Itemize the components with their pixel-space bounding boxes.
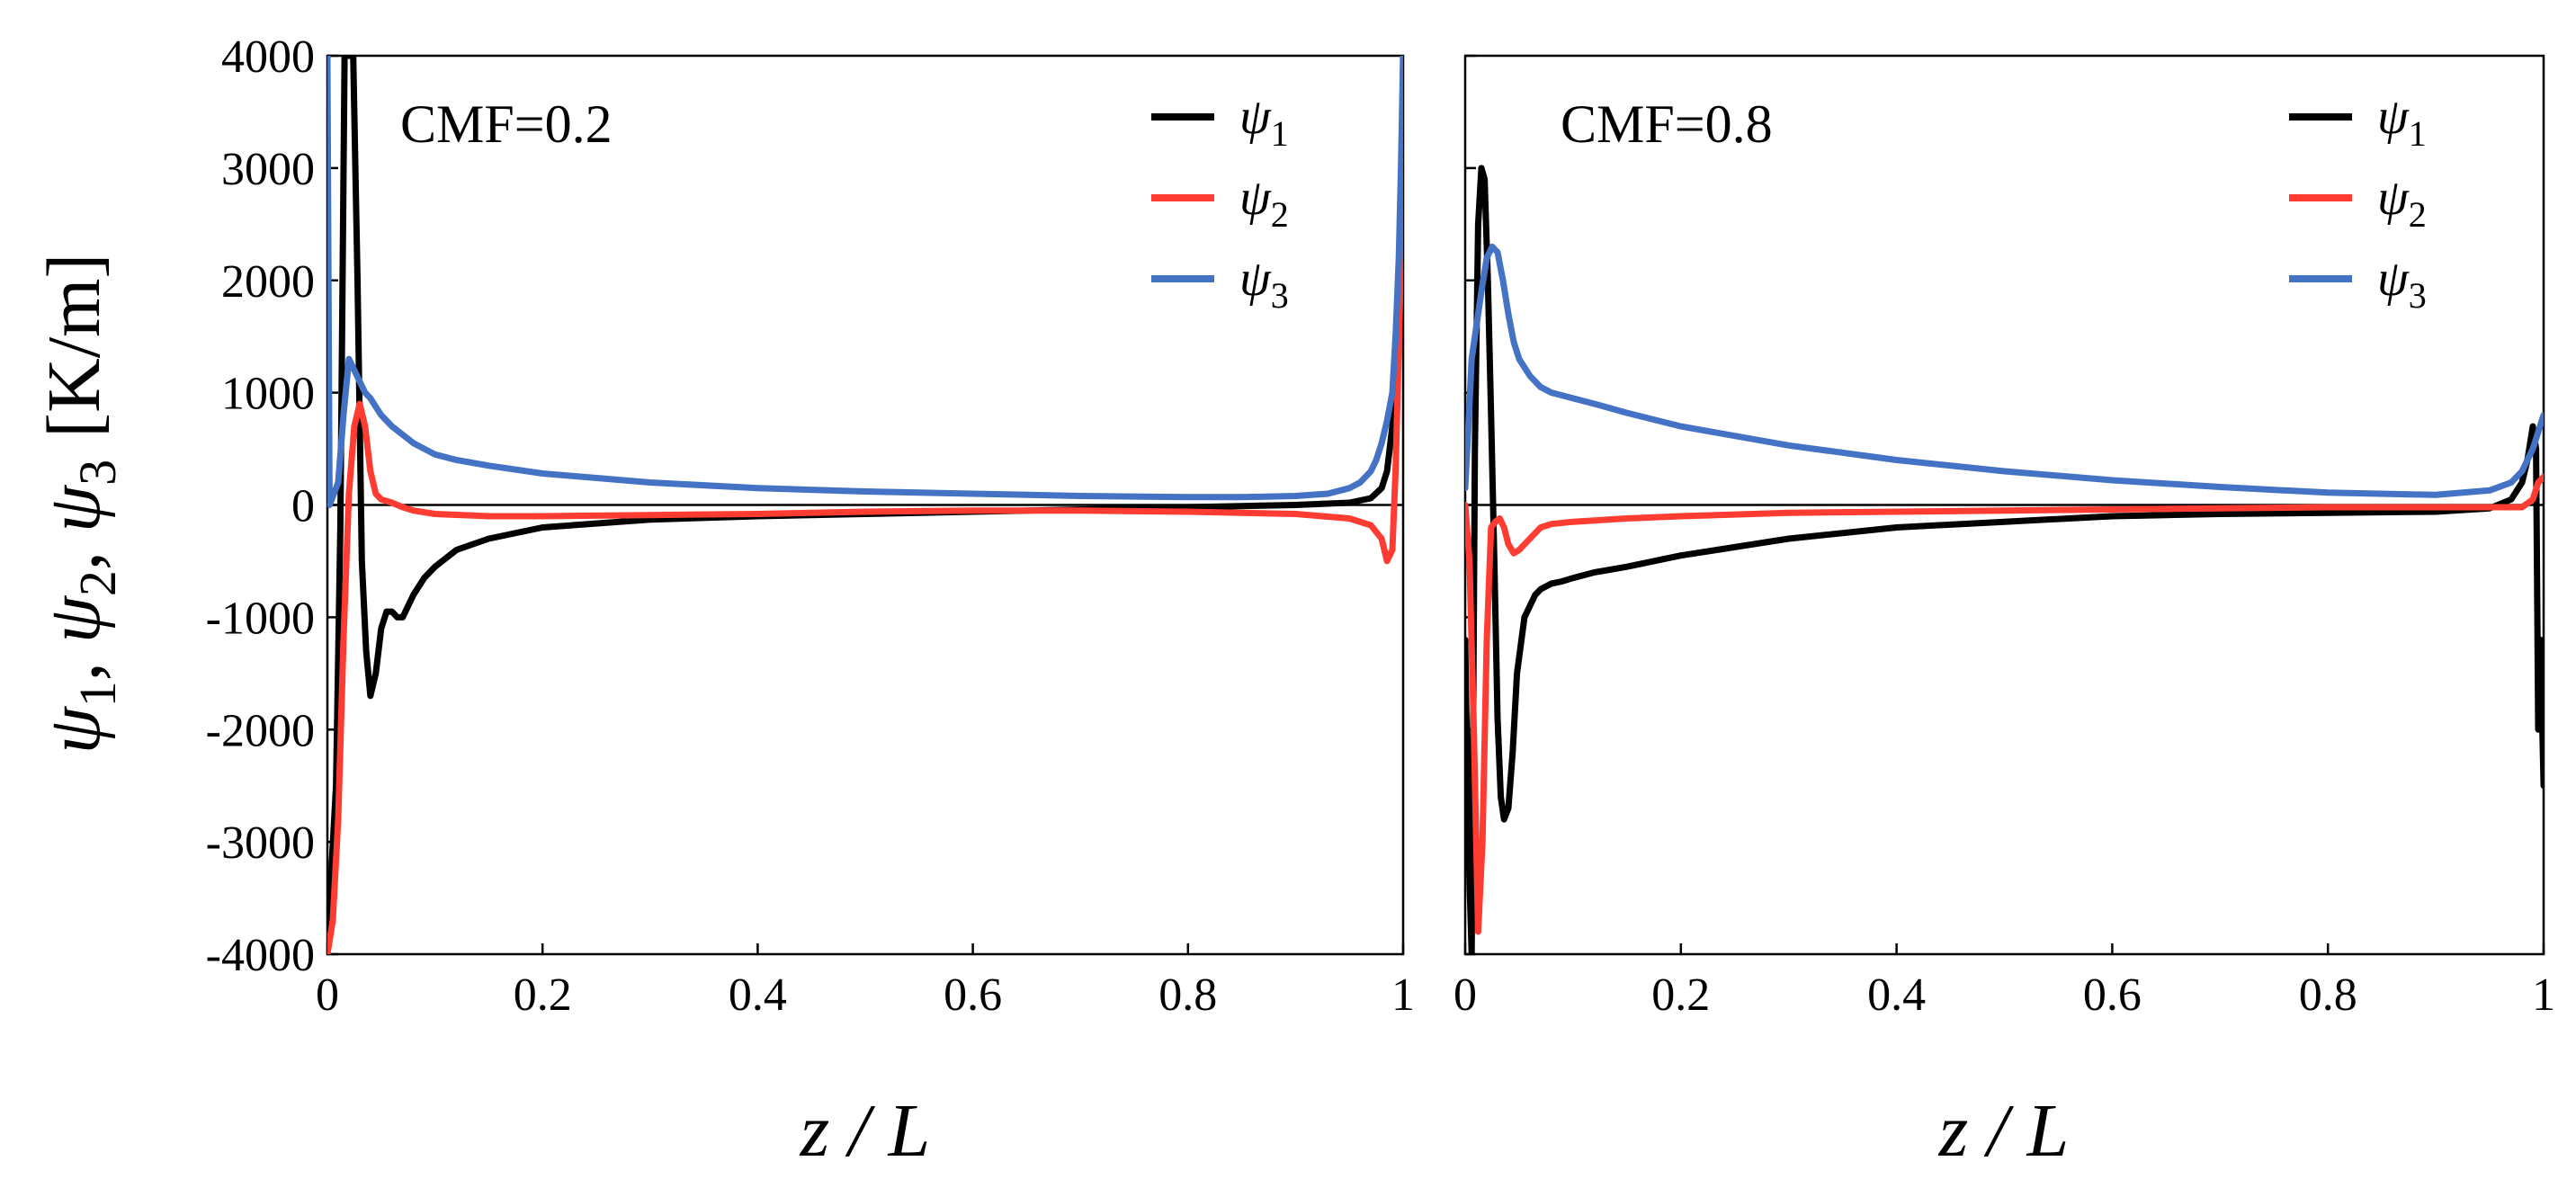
legend: ψ1 ψ2 ψ3: [2289, 89, 2427, 316]
series-line-ψ2: [1465, 473, 2544, 935]
series-line-ψ2: [327, 56, 1403, 954]
legend-label: ψ2: [1239, 170, 1289, 235]
legend-label: ψ3: [2377, 251, 2427, 316]
legend: ψ1 ψ2 ψ3: [1151, 89, 1289, 316]
series-line-ψ3: [327, 56, 1403, 508]
chart-panel-cmf-0.8: 0 0.2 0.4 0.6 0.8 1 z / L CMF=0.8 ψ1 ψ2 ψ3: [1453, 54, 2555, 1173]
legend-label: ψ3: [1239, 251, 1289, 316]
y-tick-label: 3000: [221, 144, 315, 195]
y-axis-title: ψ1, ψ2, ψ3[K/m]: [32, 254, 127, 755]
y-tick-label: -3000: [206, 817, 315, 869]
x-tick-label: 0.6: [944, 969, 1002, 1021]
x-axis-title: z / L: [800, 1089, 931, 1173]
x-tick-label: 0.4: [1867, 969, 1926, 1021]
panel-annotation: CMF=0.8: [1561, 94, 1773, 154]
y-tick-label: 1000: [221, 369, 315, 420]
y-tick-label: -1000: [206, 593, 315, 644]
series-line-ψ3: [1465, 243, 2544, 498]
x-tick-label: 0.8: [1158, 969, 1217, 1021]
x-tick-label: 0.8: [2299, 969, 2357, 1021]
y-tick-label: -4000: [206, 930, 315, 981]
legend-label: ψ2: [2377, 170, 2427, 235]
x-axis-title: z / L: [1938, 1089, 2070, 1173]
series-group: [327, 56, 1403, 954]
legend-label: ψ1: [2377, 89, 2427, 154]
panel-annotation: CMF=0.2: [400, 94, 613, 154]
y-tick-label: 0: [291, 481, 315, 532]
x-tick-label: 0.2: [514, 969, 572, 1021]
y-tick-label: -2000: [206, 705, 315, 756]
x-tick-label: 0.6: [2083, 969, 2142, 1021]
x-tick-label: 0.4: [729, 969, 787, 1021]
legend-label: ψ1: [1239, 89, 1289, 154]
series-group: [1465, 165, 2544, 954]
x-tick-label: 1: [2532, 969, 2555, 1021]
chart-panel-cmf-0.2: -4000 -3000 -2000 -1000 0 1000 2000 3000 4000 0 0.…: [206, 31, 1415, 1173]
y-tick-label: 2000: [221, 256, 315, 308]
series-line-ψ1: [327, 56, 1400, 954]
y-tick-label: 4000: [221, 31, 315, 83]
x-tick-label: 0: [1453, 969, 1477, 1021]
x-tick-label: 0: [316, 969, 339, 1021]
x-tick-label: 0.2: [1651, 969, 1710, 1021]
x-tick-label: 1: [1391, 969, 1415, 1021]
